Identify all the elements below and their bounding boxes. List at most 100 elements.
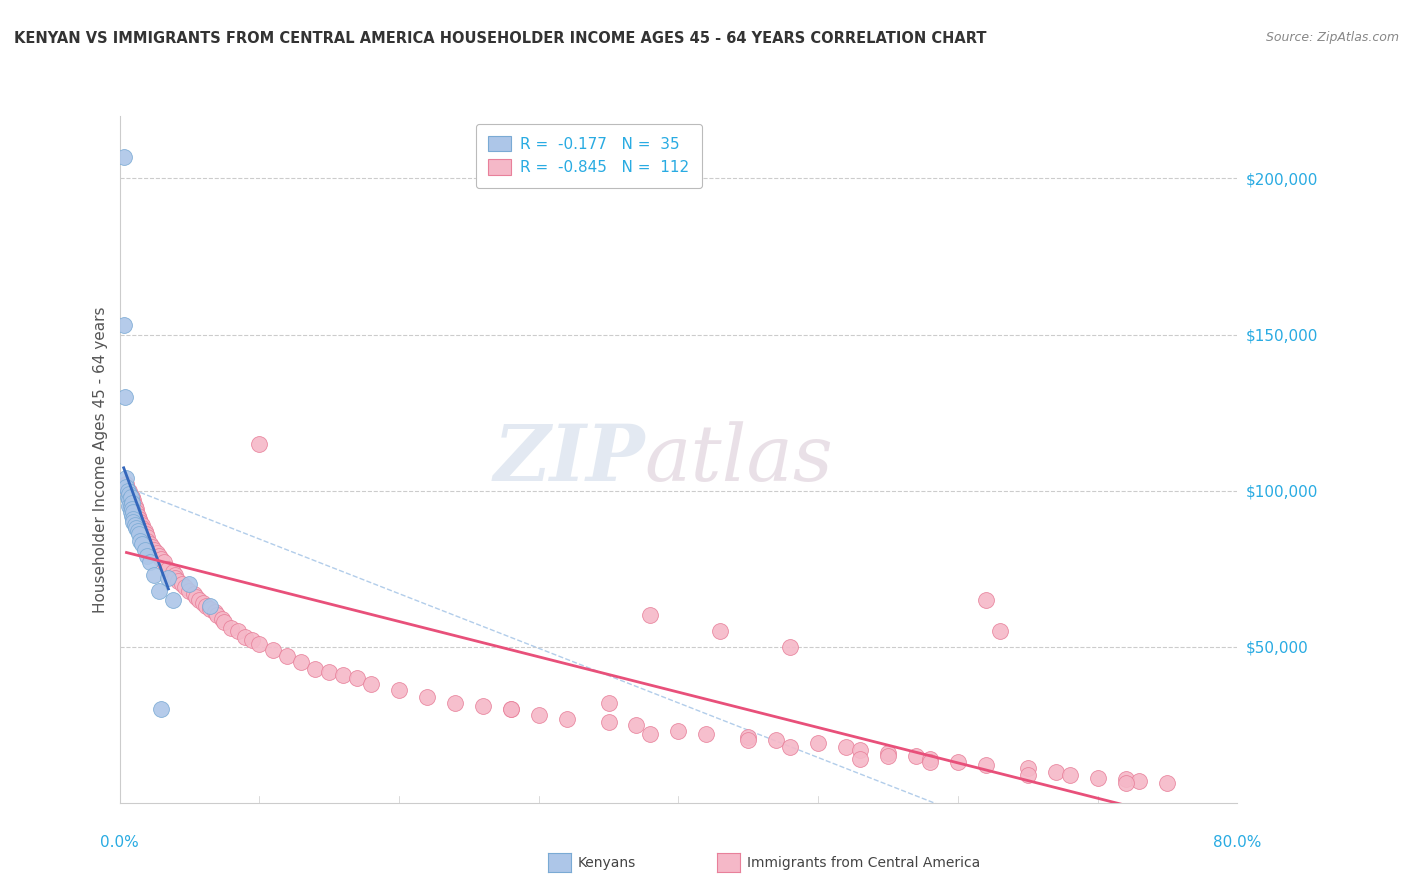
Point [131,517,153,532]
Point [555,712,578,726]
Point [640,608,662,623]
Point [179,577,201,591]
Point [877,749,900,764]
Point [1017,762,1039,776]
Point [120,490,142,504]
Point [121,492,143,507]
Point [129,515,152,529]
Point [946,755,969,769]
Point [121,502,143,516]
Point [918,752,941,766]
Point [127,524,149,538]
Point [226,624,249,639]
Point [527,708,550,723]
Point [122,515,145,529]
Point [148,549,170,564]
Point [122,511,145,525]
Point [115,480,138,494]
Point [128,527,150,541]
Point [204,605,226,619]
Point [765,733,787,747]
Text: 0.0%: 0.0% [100,836,139,850]
Point [779,739,801,754]
Point [124,500,146,514]
Point [1087,771,1109,785]
Point [125,505,148,519]
Point [122,505,145,519]
Point [139,536,162,550]
Point [709,624,731,639]
Point [115,471,138,485]
Text: Kenyans: Kenyans [578,855,636,870]
Text: ZIP: ZIP [494,421,645,498]
Point [262,642,284,657]
Point [134,542,156,557]
Point [186,590,208,604]
Point [148,583,170,598]
Point [162,592,184,607]
Point [195,599,218,614]
Point [150,702,173,716]
Point [114,390,136,404]
Point [129,517,152,532]
Point [247,637,270,651]
Point [120,505,142,519]
Point [136,549,159,564]
Point [127,508,149,523]
Point [214,615,236,629]
Point [988,624,1011,639]
Point [118,492,141,507]
Point [124,502,146,516]
Point [207,608,229,623]
Point [695,727,717,741]
Point [835,739,858,754]
Point [150,552,173,566]
Point [193,596,215,610]
Point [179,583,201,598]
Point [128,511,150,525]
Point [304,662,326,676]
Point [188,592,211,607]
Point [200,599,222,614]
Point [131,521,153,535]
Point [121,496,143,510]
Point [211,612,233,626]
Point [112,318,135,333]
Point [221,621,243,635]
Point [165,571,187,585]
Point [1045,764,1067,779]
Text: Immigrants from Central America: Immigrants from Central America [747,855,980,870]
Point [129,533,152,548]
Point [121,490,143,504]
Point [143,542,166,557]
Point [290,655,312,669]
Point [124,517,146,532]
Point [233,630,256,644]
Legend: R =  -0.177   N =  35, R =  -0.845   N =  112: R = -0.177 N = 35, R = -0.845 N = 112 [477,124,702,187]
Point [120,490,142,504]
Point [499,702,522,716]
Point [626,717,648,731]
Point [172,577,194,591]
Point [807,737,830,751]
Point [125,521,148,535]
Point [128,515,150,529]
Point [1156,775,1178,789]
Point [162,565,184,579]
Point [918,755,941,769]
Point [117,483,139,498]
Point [877,746,900,760]
Point [132,524,155,538]
Point [640,727,662,741]
Point [183,587,205,601]
Point [332,667,354,681]
Point [849,742,872,756]
Point [779,640,801,654]
Point [668,724,690,739]
Point [388,683,411,698]
Point [1115,772,1137,787]
Point [167,574,190,589]
Point [247,436,270,450]
Point [146,546,169,560]
Point [121,508,143,523]
